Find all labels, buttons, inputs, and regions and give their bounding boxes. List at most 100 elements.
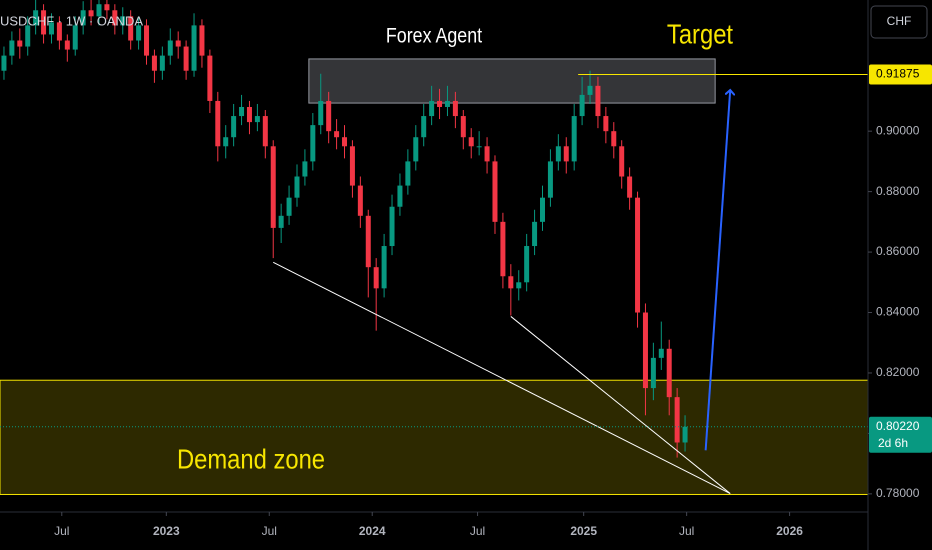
- x-tick-label: 2026: [776, 524, 803, 538]
- candle-body: [603, 116, 609, 132]
- candle-body: [452, 100, 458, 117]
- candle-body: [508, 276, 514, 289]
- y-tick-label: 0.78000: [876, 486, 920, 500]
- y-tick-label: 0.90000: [876, 123, 920, 137]
- currency-label[interactable]: CHF: [887, 14, 912, 28]
- candle-body: [294, 176, 300, 198]
- candle-body: [183, 46, 189, 71]
- annotation: Demand zone: [177, 443, 325, 475]
- candle-body: [254, 116, 260, 123]
- candle-body: [231, 116, 237, 138]
- price-label-box: [869, 64, 932, 85]
- y-tick-label: 0.88000: [876, 184, 920, 198]
- x-tick-label: Jul: [679, 524, 694, 538]
- candle-body: [405, 161, 411, 186]
- x-tick-label: Jul: [262, 524, 277, 538]
- candle-body: [88, 10, 94, 17]
- candle-body: [334, 131, 340, 138]
- candle-body: [96, 4, 102, 17]
- price-label: 0.80220: [876, 419, 920, 433]
- candle-body: [563, 146, 569, 162]
- symbol-title: USDCHF · 1W · OANDA: [0, 13, 143, 28]
- candle-body: [215, 100, 221, 147]
- y-tick-label: 0.86000: [876, 244, 920, 258]
- candle-body: [128, 16, 134, 41]
- candle-body: [658, 348, 664, 358]
- candle-body: [516, 282, 522, 289]
- candle-body: [611, 131, 617, 147]
- candle-body: [635, 197, 641, 313]
- candle-body: [41, 10, 47, 35]
- candle-body: [136, 25, 142, 41]
- candle-body: [429, 100, 435, 117]
- candle-body: [650, 357, 656, 389]
- candle-body: [1, 55, 7, 71]
- arrow: [704, 90, 731, 451]
- candle-body: [48, 22, 54, 35]
- candle-body: [397, 185, 403, 207]
- candle-body: [349, 146, 355, 186]
- annotation: Forex Agent: [386, 24, 483, 48]
- trendline: [510, 316, 731, 494]
- price-label: 0.91875: [876, 67, 920, 81]
- candle-body: [421, 116, 427, 138]
- candle-body: [120, 16, 126, 26]
- candle-body: [373, 267, 379, 289]
- candle-body: [540, 197, 545, 222]
- candle-body: [270, 146, 276, 228]
- candle-body: [72, 25, 78, 50]
- candle-body: [104, 4, 110, 11]
- candle-body: [389, 206, 395, 247]
- candle-body: [468, 137, 474, 147]
- candle-body: [207, 55, 213, 101]
- candle-body: [413, 137, 419, 162]
- zone: [0, 379, 868, 495]
- candle-body: [239, 106, 245, 117]
- candle-body: [175, 40, 181, 47]
- x-tick-label: 2024: [359, 524, 386, 538]
- candle-body: [437, 100, 443, 107]
- zone: [308, 58, 716, 104]
- candle-body: [381, 246, 387, 289]
- annotation: Target: [667, 18, 734, 50]
- candle-body: [310, 125, 316, 162]
- price-label-box: [869, 416, 932, 453]
- candle-body: [365, 215, 371, 268]
- candle-body: [571, 116, 577, 162]
- y-tick-label: 0.84000: [876, 305, 920, 319]
- candle-body: [191, 25, 197, 71]
- candle-body: [342, 137, 348, 147]
- candle-body: [80, 10, 86, 26]
- candle-body: [302, 161, 308, 177]
- candle-body: [460, 116, 466, 138]
- candle-body: [144, 25, 150, 56]
- currency-button[interactable]: [870, 5, 928, 39]
- candle-body: [151, 55, 157, 71]
- candle-body: [223, 137, 229, 147]
- price-sublabel: 2d 6h: [878, 436, 908, 450]
- candle-body: [492, 161, 498, 222]
- candle-body: [524, 246, 530, 283]
- candle-body: [262, 116, 268, 147]
- candle-body: [326, 100, 332, 132]
- candle-body: [627, 176, 633, 198]
- candle-body: [278, 215, 284, 228]
- candle-body: [444, 100, 450, 107]
- candle-body: [17, 40, 23, 47]
- axes: 0.78000 0.82000 0.84000 0.86000 0.88000 0.900…: [54, 64, 932, 538]
- candle-body: [579, 94, 585, 117]
- candle-body: [642, 312, 648, 389]
- candle-body: [246, 106, 252, 123]
- candle-body: [9, 40, 15, 56]
- candle-body: [682, 426, 688, 443]
- y-tick-label: 0.82000: [876, 365, 920, 379]
- candle-body: [167, 40, 173, 56]
- candle-body: [112, 10, 118, 26]
- candle-body: [33, 10, 39, 26]
- candle-body: [674, 397, 680, 443]
- candle-body: [587, 85, 593, 95]
- candle-body: [199, 25, 205, 56]
- candle-body: [619, 146, 625, 177]
